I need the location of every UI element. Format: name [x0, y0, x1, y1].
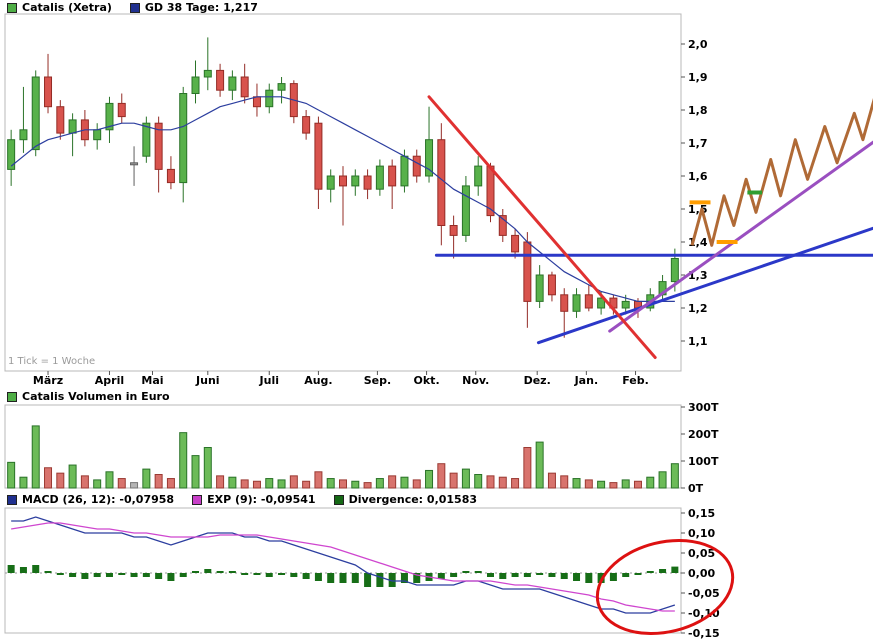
macd-panel-legend: MACD (26, 12): -0,07958 EXP (9): -0,0954… — [7, 493, 477, 506]
svg-text:1 Tick = 1 Woche: 1 Tick = 1 Woche — [8, 356, 95, 367]
svg-text:0,10: 0,10 — [688, 527, 715, 540]
svg-text:-0,15: -0,15 — [688, 627, 720, 640]
svg-text:0,05: 0,05 — [688, 547, 715, 560]
exp-series-label: EXP (9): -0,09541 — [207, 493, 316, 506]
svg-text:Jan.: Jan. — [574, 374, 599, 387]
legend-item-gd38: GD 38 Tage: 1,217 — [129, 1, 258, 14]
svg-text:1,4: 1,4 — [688, 236, 708, 249]
divergence-series-label: Divergence: 0,01583 — [348, 493, 478, 506]
divergence-series-swatch — [333, 494, 344, 505]
gd38-series-label: GD 38 Tage: 1,217 — [144, 1, 258, 14]
svg-text:April: April — [95, 374, 124, 387]
svg-text:1,2: 1,2 — [688, 302, 708, 315]
macd-series — [5, 516, 681, 614]
svg-text:Sep.: Sep. — [364, 374, 391, 387]
macd-series-label: MACD (26, 12): -0,07958 — [22, 493, 175, 506]
svg-text:1,1: 1,1 — [688, 335, 708, 348]
svg-text:-0,05: -0,05 — [688, 587, 720, 600]
svg-text:Mai: Mai — [141, 374, 163, 387]
legend-item-volume: Catalis Volumen in Euro — [7, 390, 170, 403]
svg-text:1,3: 1,3 — [688, 269, 708, 282]
exp-series-swatch — [192, 494, 203, 505]
svg-text:Juli: Juli — [259, 374, 279, 387]
svg-text:Nov.: Nov. — [462, 374, 489, 387]
price-annotations — [427, 95, 873, 359]
legend-item-macd: MACD (26, 12): -0,07958 — [7, 493, 174, 506]
highlight-ellipse — [595, 538, 735, 636]
svg-text:100T: 100T — [688, 455, 719, 468]
candlestick-series — [7, 37, 679, 338]
svg-text:-0,10: -0,10 — [688, 607, 720, 620]
catalis-series-swatch — [7, 2, 17, 13]
svg-text:1,8: 1,8 — [688, 104, 708, 117]
svg-text:1,7: 1,7 — [688, 137, 708, 150]
gd38-series-swatch — [129, 2, 140, 13]
svg-text:300T: 300T — [688, 401, 719, 414]
legend-item-catalis: Catalis (Xetra) — [7, 1, 112, 14]
gd38-line — [10, 96, 675, 302]
volume-bars — [7, 425, 679, 489]
legend-item-exp: EXP (9): -0,09541 — [192, 493, 316, 506]
svg-text:0T: 0T — [688, 482, 704, 495]
price-panel-legend: Catalis (Xetra) GD 38 Tage: 1,217 — [7, 1, 258, 14]
volume-panel-legend: Catalis Volumen in Euro — [7, 390, 170, 403]
svg-text:Juni: Juni — [195, 374, 220, 387]
axis-labels: 2,01,91,81,71,61,51,41,31,21,1300T200T10… — [8, 38, 720, 640]
volume-series-label: Catalis Volumen in Euro — [22, 390, 170, 403]
svg-text:200T: 200T — [688, 428, 719, 441]
svg-text:März: März — [33, 374, 63, 387]
svg-text:1,6: 1,6 — [688, 170, 708, 183]
catalis-series-label: Catalis (Xetra) — [22, 1, 112, 14]
svg-text:1,9: 1,9 — [688, 71, 708, 84]
svg-text:Feb.: Feb. — [622, 374, 649, 387]
legend-item-divergence: Divergence: 0,01583 — [333, 493, 478, 506]
svg-text:0,00: 0,00 — [688, 567, 715, 580]
svg-text:0,15: 0,15 — [688, 507, 715, 520]
svg-text:Okt.: Okt. — [414, 374, 440, 387]
svg-text:2,0: 2,0 — [688, 38, 708, 51]
svg-text:Dez.: Dez. — [524, 374, 551, 387]
svg-text:Aug.: Aug. — [304, 374, 332, 387]
macd-series-swatch — [7, 494, 17, 505]
volume-series-swatch — [7, 391, 17, 402]
